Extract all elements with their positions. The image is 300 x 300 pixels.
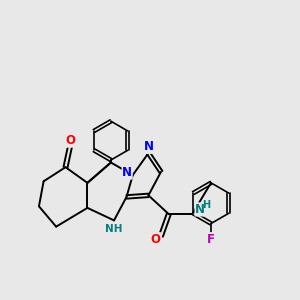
Text: NH: NH — [105, 224, 123, 234]
Text: O: O — [150, 233, 160, 246]
Text: N: N — [195, 203, 205, 216]
Text: F: F — [207, 233, 215, 246]
Text: N: N — [143, 140, 153, 153]
Text: O: O — [65, 134, 75, 147]
Text: N: N — [122, 166, 132, 179]
Text: H: H — [202, 200, 210, 210]
